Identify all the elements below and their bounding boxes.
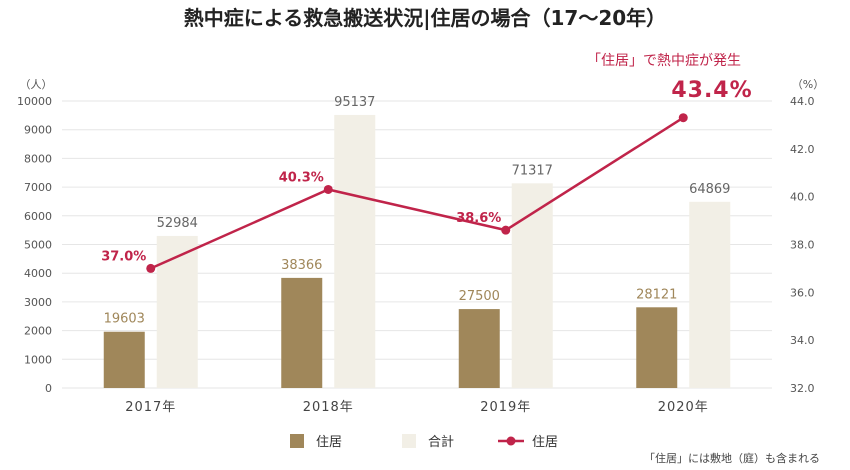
line-marker xyxy=(146,263,156,273)
bar-total xyxy=(334,114,376,388)
right-tick-label: 32.0 xyxy=(790,382,815,395)
left-tick-label: 10000 xyxy=(17,95,52,108)
right-tick-label: 38.0 xyxy=(790,239,815,252)
right-tick-label: 36.0 xyxy=(790,286,815,299)
left-tick-label: 9000 xyxy=(24,124,52,137)
right-tick-label: 44.0 xyxy=(790,95,815,108)
bar-total-label: 52984 xyxy=(157,216,198,231)
bar-residence-label: 27500 xyxy=(459,289,500,304)
left-tick-label: 7000 xyxy=(24,181,52,194)
left-tick-label: 4000 xyxy=(24,267,52,280)
legend-label-total: 合計 xyxy=(428,434,454,450)
right-axis-ticks: 32.0 34.0 36.0 38.0 40.0 42.0 44.0 xyxy=(790,95,815,395)
footnote: 「住居」には敷地（庭）も含まれる xyxy=(644,451,820,465)
right-tick-label: 40.0 xyxy=(790,191,815,204)
legend-label-line: 住居 xyxy=(532,435,558,450)
x-tick-label: 2019年 xyxy=(480,400,531,415)
left-tick-label: 8000 xyxy=(24,152,52,165)
bar-residence xyxy=(281,277,323,388)
right-tick-label: 42.0 xyxy=(790,143,815,156)
bar-residence xyxy=(458,309,500,388)
right-axis-unit: （%） xyxy=(792,78,824,91)
left-tick-label: 5000 xyxy=(24,239,52,252)
legend-swatch-residence xyxy=(290,434,304,448)
x-axis-ticks: 2017年 2018年 2019年 2020年 xyxy=(125,400,709,415)
chart-title: 熱中症による救急搬送状況|住居の場合（17〜20年） xyxy=(184,6,666,30)
highlight-value: 43.4% xyxy=(671,78,752,103)
x-tick-label: 2017年 xyxy=(125,400,176,415)
x-tick-label: 2018年 xyxy=(303,400,354,415)
bar-residence-label: 28121 xyxy=(636,287,677,302)
line-value-label: 37.0% xyxy=(101,249,146,264)
line-value-label: 40.3% xyxy=(279,170,324,185)
bar-total xyxy=(156,235,198,388)
left-tick-label: 2000 xyxy=(24,325,52,338)
line-marker xyxy=(678,113,688,123)
bar-residence-label: 19603 xyxy=(104,312,145,327)
legend-label-residence: 住居 xyxy=(316,435,342,450)
left-tick-label: 0 xyxy=(45,382,52,395)
legend-swatch-total xyxy=(402,434,416,448)
line-path xyxy=(150,116,684,270)
bar-total-label: 95137 xyxy=(334,95,375,110)
bar-total-label: 64869 xyxy=(689,182,730,197)
line-marker xyxy=(323,184,333,194)
bar-residence xyxy=(103,331,145,388)
line-value-label: 38.6% xyxy=(456,211,501,226)
x-tick-label: 2020年 xyxy=(658,400,709,415)
line-marker xyxy=(501,225,511,235)
legend: 住居 合計 住居 xyxy=(290,434,558,450)
bar-total xyxy=(511,183,553,388)
right-tick-label: 34.0 xyxy=(790,334,815,347)
bar-residence xyxy=(636,307,678,388)
left-tick-label: 1000 xyxy=(24,353,52,366)
bar-total-label: 71317 xyxy=(512,163,553,178)
bar-total xyxy=(689,201,731,388)
left-tick-label: 6000 xyxy=(24,210,52,223)
legend-swatch-line-marker xyxy=(506,436,516,446)
left-tick-label: 3000 xyxy=(24,296,52,309)
highlight-caption: 「住居」で熱中症が発生 xyxy=(587,53,741,69)
left-axis-ticks: 0 1000 2000 3000 4000 5000 6000 7000 8000 9000 100… xyxy=(17,95,52,395)
bar-residence-label: 38366 xyxy=(281,258,322,273)
left-axis-unit: （人） xyxy=(20,78,53,91)
bars: 19603 52984 38366 95137 27500 71317 28121 64869 xyxy=(103,95,731,388)
residence-ratio-line: 37.0% 40.3% 38.6% xyxy=(101,113,688,273)
